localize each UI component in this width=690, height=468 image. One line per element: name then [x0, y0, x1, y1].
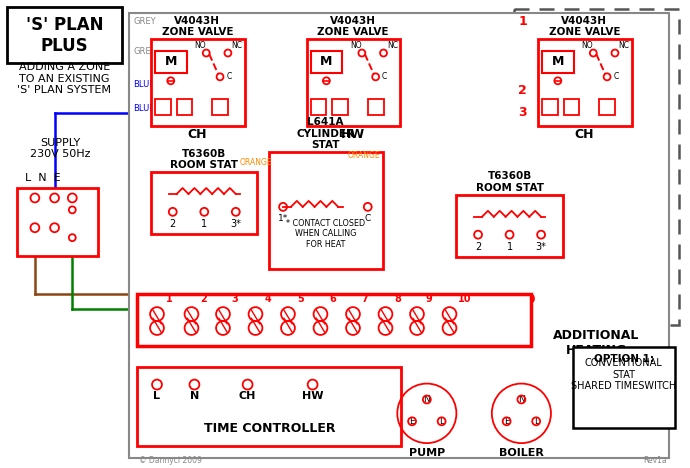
Bar — [212, 99, 228, 115]
Text: BLUE: BLUE — [133, 80, 155, 89]
Text: 2: 2 — [170, 219, 176, 229]
Text: PUMP: PUMP — [408, 448, 445, 458]
Bar — [155, 51, 186, 73]
Bar — [599, 99, 615, 115]
Text: 10: 10 — [518, 292, 536, 306]
Text: 2: 2 — [518, 84, 527, 97]
Text: NC: NC — [231, 41, 242, 50]
Text: L: L — [153, 391, 161, 402]
Text: 3*: 3* — [230, 219, 241, 229]
Text: 8: 8 — [395, 294, 401, 304]
Bar — [151, 172, 257, 234]
Bar — [177, 99, 193, 115]
Text: NO: NO — [350, 41, 362, 50]
Text: 3: 3 — [232, 294, 239, 304]
Text: L: L — [533, 417, 539, 426]
Text: 7: 7 — [362, 294, 368, 304]
Text: BOILER: BOILER — [499, 448, 544, 458]
Text: * CONTACT CLOSED
WHEN CALLING
FOR HEAT: * CONTACT CLOSED WHEN CALLING FOR HEAT — [286, 219, 365, 249]
Text: © Dannyci 2009: © Dannyci 2009 — [139, 456, 202, 466]
Text: T6360B
ROOM STAT: T6360B ROOM STAT — [475, 171, 544, 193]
Text: 9: 9 — [426, 294, 433, 304]
Text: 4: 4 — [264, 294, 271, 304]
Text: OPTION 1:: OPTION 1: — [594, 354, 654, 364]
Text: C: C — [226, 73, 232, 81]
Text: 1: 1 — [506, 241, 513, 252]
Text: CONVENTIONAL
STAT
SHARED TIMESWITCH: CONVENTIONAL STAT SHARED TIMESWITCH — [571, 358, 676, 391]
Bar — [542, 51, 573, 73]
Text: Rev1a: Rev1a — [644, 456, 667, 466]
Text: 1: 1 — [518, 15, 527, 28]
Text: GREY: GREY — [133, 46, 156, 56]
Text: N: N — [424, 395, 431, 404]
Text: V4043H
ZONE VALVE: V4043H ZONE VALVE — [549, 15, 620, 37]
Text: E: E — [409, 417, 415, 426]
Text: BLUE: BLUE — [133, 104, 155, 113]
Bar — [137, 294, 531, 346]
Text: 3: 3 — [518, 106, 527, 119]
Text: 'S' PLAN
PLUS: 'S' PLAN PLUS — [26, 16, 104, 55]
Bar — [310, 99, 326, 115]
Text: NO: NO — [582, 41, 593, 50]
Text: M: M — [320, 55, 333, 68]
Text: ADDING A ZONE
TO AN EXISTING
'S' PLAN SYSTEM: ADDING A ZONE TO AN EXISTING 'S' PLAN SY… — [17, 62, 111, 95]
Text: SUPPLY
230V 50Hz: SUPPLY 230V 50Hz — [30, 138, 90, 159]
Text: ADDITIONAL
HEATING
ZONE: ADDITIONAL HEATING ZONE — [553, 329, 640, 373]
Text: HW: HW — [341, 128, 365, 141]
Bar — [310, 51, 342, 73]
Text: 3*: 3* — [535, 241, 546, 252]
Bar — [17, 188, 98, 256]
Bar — [155, 99, 171, 115]
Bar — [269, 152, 382, 270]
Text: C: C — [364, 214, 371, 223]
Text: E: E — [504, 417, 509, 426]
Text: CH: CH — [188, 128, 207, 141]
Text: 1: 1 — [166, 294, 172, 304]
Bar — [137, 367, 402, 446]
Text: M: M — [165, 55, 177, 68]
Bar — [513, 9, 679, 325]
Text: L641A
CYLINDER
STAT: L641A CYLINDER STAT — [297, 117, 355, 150]
Text: 5: 5 — [297, 294, 304, 304]
Text: CH: CH — [575, 128, 594, 141]
Text: 1: 1 — [201, 219, 207, 229]
Text: ORANGE: ORANGE — [348, 151, 381, 160]
Text: 1*: 1* — [278, 214, 288, 223]
Bar — [538, 39, 631, 126]
Text: 2: 2 — [475, 241, 481, 252]
Text: 2: 2 — [200, 294, 207, 304]
Text: V4043H
ZONE VALVE: V4043H ZONE VALVE — [161, 15, 233, 37]
Bar — [573, 347, 675, 428]
Text: 6: 6 — [329, 294, 336, 304]
Text: T6360B
ROOM STAT: T6360B ROOM STAT — [170, 148, 238, 170]
Text: NO: NO — [195, 41, 206, 50]
Text: C: C — [613, 73, 618, 81]
Text: HW: HW — [302, 391, 324, 402]
Bar — [151, 39, 245, 126]
Text: ORANGE: ORANGE — [239, 158, 273, 167]
Text: L  N  E: L N E — [25, 173, 61, 183]
Text: 10: 10 — [458, 294, 472, 304]
Bar — [130, 13, 669, 458]
Bar — [8, 7, 121, 63]
Bar — [564, 99, 580, 115]
Bar — [306, 39, 400, 126]
Bar — [333, 99, 348, 115]
Text: GREY: GREY — [133, 17, 156, 26]
Text: M: M — [551, 55, 564, 68]
Text: NC: NC — [618, 41, 629, 50]
Text: N: N — [518, 395, 525, 404]
Text: C: C — [382, 73, 387, 81]
Text: NC: NC — [387, 41, 398, 50]
Text: N: N — [190, 391, 199, 402]
Bar — [368, 99, 384, 115]
Bar — [542, 99, 558, 115]
Text: V4043H
ZONE VALVE: V4043H ZONE VALVE — [317, 15, 388, 37]
Text: L: L — [439, 417, 444, 426]
Bar — [456, 195, 563, 256]
Text: TIME CONTROLLER: TIME CONTROLLER — [204, 422, 335, 435]
Text: CH: CH — [239, 391, 256, 402]
